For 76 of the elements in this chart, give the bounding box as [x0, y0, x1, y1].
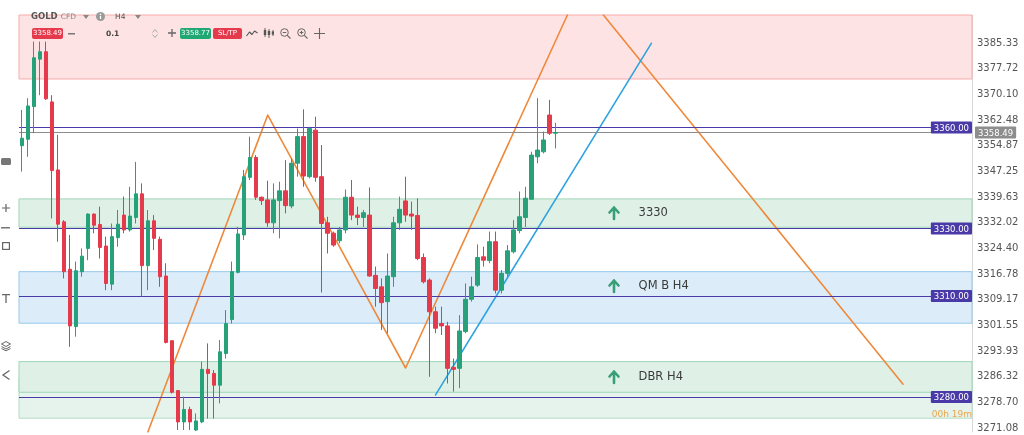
candlestick — [194, 412, 198, 432]
line-series — [147, 14, 569, 433]
candlestick — [224, 309, 228, 360]
ref-line-label: 3358.49 — [978, 127, 1014, 138]
y-tick-label: 3309.17 — [977, 293, 1019, 305]
candlestick — [218, 339, 222, 404]
ref-line-label: 3310.00 — [933, 290, 969, 301]
candlestick — [56, 134, 60, 243]
candlestick — [134, 161, 138, 224]
y-tick-label: 3362.48 — [977, 113, 1019, 125]
y-tick-label: 3332.02 — [977, 216, 1019, 228]
candlestick — [152, 214, 156, 251]
chart-title: GOLD — [31, 11, 58, 22]
candlestick — [481, 246, 486, 268]
band-label: DBR H4 — [638, 369, 683, 384]
candlestick — [553, 122, 558, 149]
candlestick — [307, 126, 312, 179]
candlestick — [236, 226, 240, 274]
candlestick — [158, 236, 162, 288]
candlestick — [86, 212, 90, 261]
candlestick — [122, 196, 126, 234]
candlestick — [146, 209, 150, 291]
candlestick — [80, 247, 84, 278]
y-tick-label: 3301.55 — [977, 318, 1019, 330]
candlestick — [283, 159, 288, 214]
candlestick — [50, 94, 54, 219]
candlestick — [547, 99, 552, 136]
candlestick — [242, 169, 246, 241]
candlestick — [140, 182, 144, 298]
y-tick-label: 3293.93 — [977, 344, 1019, 356]
y-tick-label: 3354.87 — [977, 139, 1019, 151]
candlestick — [361, 209, 366, 228]
candlestick — [301, 108, 306, 188]
candlestick — [98, 206, 102, 260]
candlestick — [487, 231, 492, 264]
y-tick-label: 3385.33 — [977, 36, 1019, 48]
y-tick-label: 3316.78 — [977, 267, 1019, 279]
band-label: 3330 — [638, 205, 668, 220]
ref-line-label: 3360.00 — [933, 122, 969, 133]
y-tick-label: 3339.63 — [977, 190, 1019, 202]
candlestick — [104, 236, 108, 291]
candlestick — [38, 41, 42, 96]
candlestick — [170, 339, 174, 395]
candlestick — [32, 41, 36, 134]
candlestick — [62, 219, 66, 279]
candlestick — [475, 243, 480, 288]
candlestick — [212, 369, 216, 420]
candlestick — [68, 234, 72, 348]
candlestick — [92, 212, 96, 234]
ref-line-label: 3280.00 — [933, 391, 969, 402]
candlestick — [20, 109, 24, 173]
candlestick — [110, 223, 114, 291]
y-tick-label: 3286.32 — [977, 370, 1019, 382]
candlestick — [188, 406, 192, 431]
candlestick — [248, 136, 252, 181]
y-tick-label: 3370.10 — [977, 87, 1019, 99]
candlestick — [200, 361, 204, 424]
candlestick — [493, 231, 498, 295]
y-tick-label: 3377.72 — [977, 62, 1019, 74]
annotation: 00h 19m — [931, 409, 972, 419]
candlestick — [128, 186, 132, 233]
candlestick — [44, 41, 48, 101]
candlestick — [206, 342, 210, 420]
candlestick — [164, 262, 168, 344]
candlestick — [74, 261, 78, 338]
y-tick-label: 3324.40 — [977, 241, 1019, 253]
candlestick — [182, 396, 186, 431]
y-tick-label: 3347.25 — [977, 164, 1019, 176]
ref-line-label: 3330.00 — [933, 223, 969, 234]
candlestick — [116, 209, 120, 248]
candlestick — [230, 261, 234, 325]
band-label: QM B H4 — [638, 278, 689, 293]
candlestick — [176, 390, 180, 431]
y-tick-label: 3271.08 — [977, 421, 1019, 433]
y-tick-label: 3278.70 — [977, 395, 1019, 407]
candlestick — [26, 97, 30, 158]
